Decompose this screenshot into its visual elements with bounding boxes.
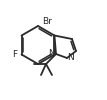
Text: N: N bbox=[49, 48, 55, 58]
Text: Br: Br bbox=[42, 18, 52, 26]
Text: F: F bbox=[12, 50, 17, 59]
Text: N: N bbox=[68, 54, 74, 62]
